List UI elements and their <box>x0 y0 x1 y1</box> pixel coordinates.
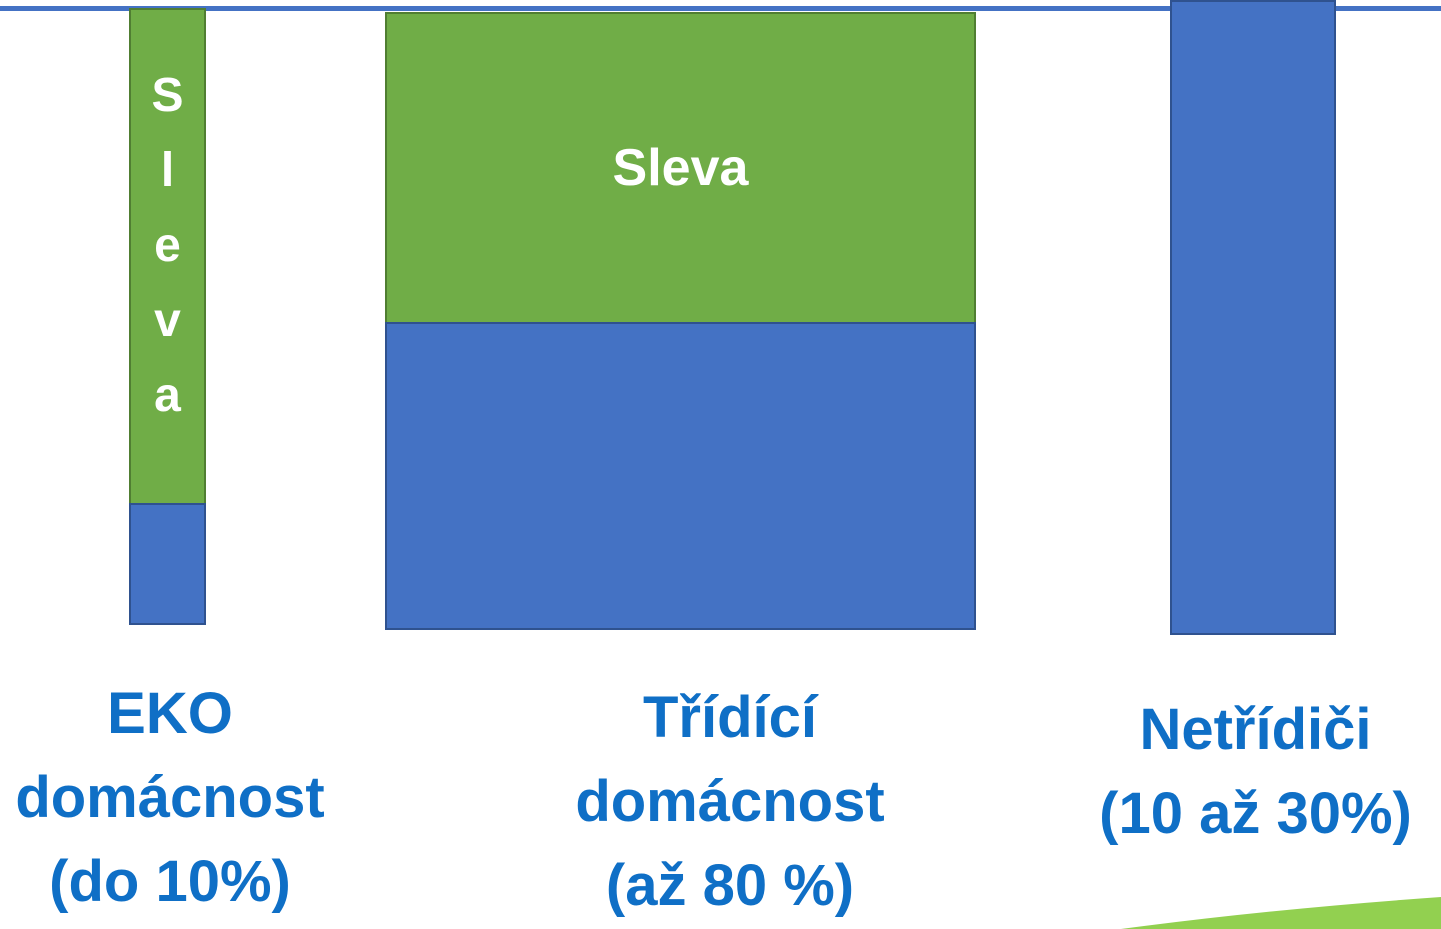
bar-text: Sleva <box>612 139 749 197</box>
bar-text: Sleva <box>141 69 194 444</box>
eko-label: EKO domácnost (do 10%) <box>0 672 340 924</box>
label-line: Netřídiči <box>1139 697 1372 762</box>
eko-base-bar <box>129 503 206 625</box>
label-line: Třídící <box>642 685 818 750</box>
eko-discount-bar: Sleva <box>129 8 206 505</box>
label-line: domácnost <box>15 765 325 830</box>
decor-swoosh <box>1121 897 1441 929</box>
label-line: EKO <box>107 681 233 746</box>
swoosh <box>1121 897 1441 929</box>
label-line: (do 10%) <box>49 849 291 914</box>
nonsorting-bar <box>1170 0 1336 635</box>
label-line: domácnost <box>575 769 885 834</box>
nonsorting-label: Netřídiči (10 až 30%) <box>1070 688 1441 856</box>
label-line: (až 80 %) <box>605 853 855 918</box>
top-line <box>0 6 1441 11</box>
label-line: (10 až 30%) <box>1099 781 1412 846</box>
sorting-label: Třídící domácnost (až 80 %) <box>520 676 940 928</box>
sorting-discount-bar: Sleva <box>385 12 976 324</box>
sorting-base-bar <box>385 322 976 630</box>
